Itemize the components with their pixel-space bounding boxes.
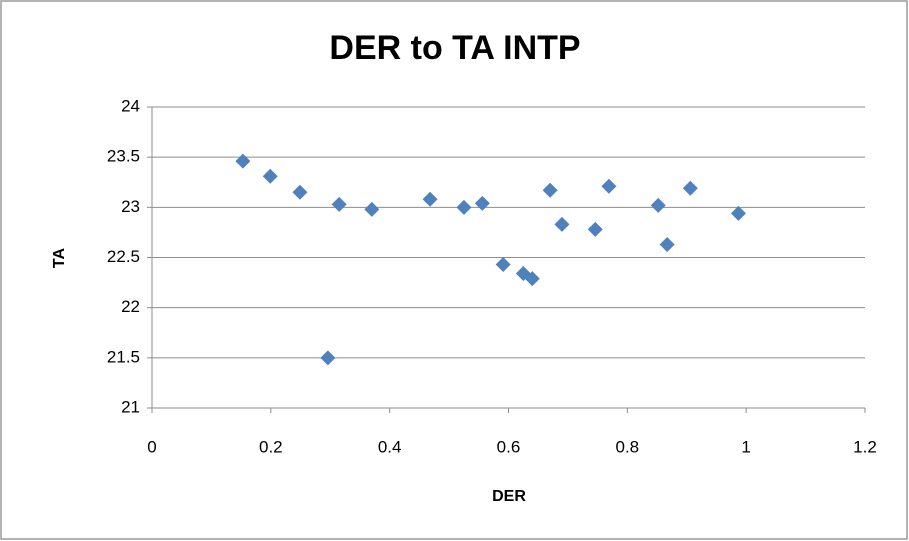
y-tick-label: 21 xyxy=(121,397,140,416)
scatter-point xyxy=(601,178,617,194)
scatter-point xyxy=(682,180,698,196)
scatter-point xyxy=(456,199,472,215)
scatter-point xyxy=(659,236,675,252)
scatter-point xyxy=(587,221,603,237)
y-axis-label: TA xyxy=(51,247,68,268)
y-tick-label: 22 xyxy=(121,297,140,316)
scatter-point xyxy=(524,271,540,287)
x-axis-label: DER xyxy=(492,488,526,505)
y-tick-label: 22.5 xyxy=(107,247,140,266)
scatter-point xyxy=(292,184,308,200)
scatter-point xyxy=(364,201,380,217)
scatter-point xyxy=(331,196,347,212)
scatter-point xyxy=(730,205,746,221)
y-tick-label: 23.5 xyxy=(107,147,140,166)
x-tick-label: 0.6 xyxy=(497,437,521,456)
x-tick-label: 0.8 xyxy=(616,437,640,456)
x-tick-label: 0.2 xyxy=(259,437,283,456)
scatter-point xyxy=(542,182,558,198)
scatter-point xyxy=(495,257,511,273)
x-tick-label: 1.2 xyxy=(853,437,877,456)
scatter-point xyxy=(262,168,278,184)
scatter-point xyxy=(320,350,336,366)
scatter-point xyxy=(235,153,251,169)
x-tick-label: 1 xyxy=(741,437,750,456)
y-tick-label: 24 xyxy=(121,96,140,115)
scatter-point xyxy=(422,191,438,207)
chart-title: DER to TA INTP xyxy=(329,29,580,67)
y-tick-label: 23 xyxy=(121,197,140,216)
x-tick-label: 0 xyxy=(147,437,156,456)
scatter-point xyxy=(554,216,570,232)
scatter-point xyxy=(650,197,666,213)
y-tick-label: 21.5 xyxy=(107,347,140,366)
x-tick-label: 0.4 xyxy=(378,437,402,456)
scatter-point xyxy=(474,195,490,211)
